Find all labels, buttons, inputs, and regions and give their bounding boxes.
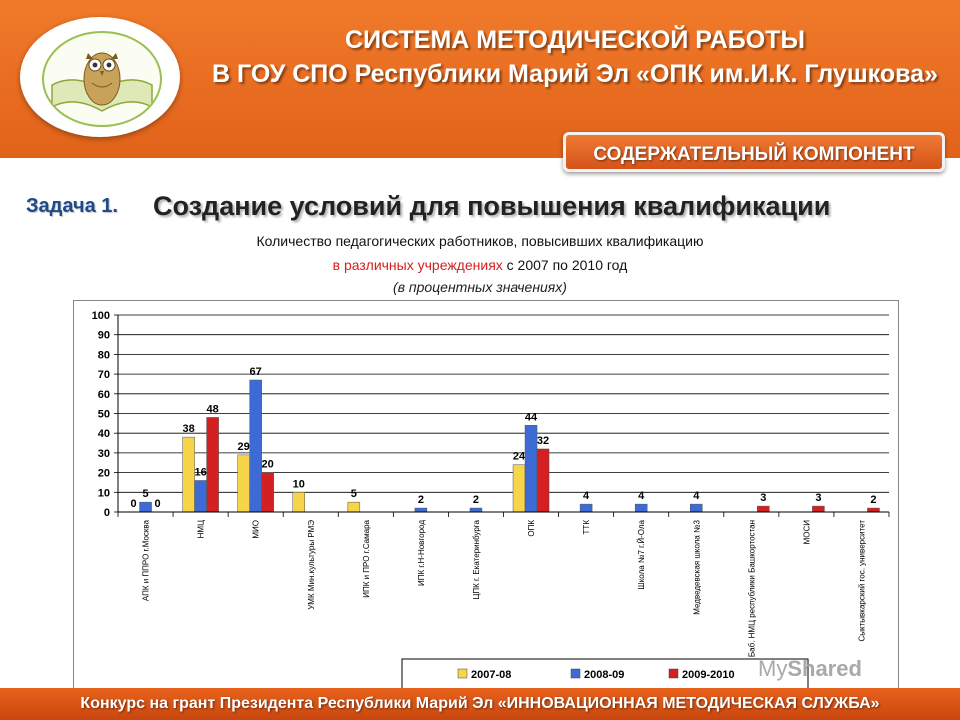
- data-label: 67: [250, 366, 262, 378]
- bar: [867, 507, 880, 513]
- data-label: 0: [154, 498, 160, 510]
- category-label: УМК Мин.культуры РМЭ: [307, 520, 316, 610]
- category-label: НМЦ: [197, 520, 206, 538]
- data-label: 5: [142, 488, 148, 500]
- data-label: 10: [293, 478, 305, 490]
- category-label: ОПК: [527, 520, 536, 537]
- bar: [512, 464, 526, 513]
- chart-subtitle-line2: в различных учреждениях с 2007 по 2010 г…: [0, 257, 960, 273]
- data-label: 44: [525, 411, 538, 423]
- bar: [194, 480, 207, 513]
- y-tick-label: 70: [98, 369, 110, 381]
- legend-label: 2007-08: [471, 669, 511, 681]
- header-banner: СИСТЕМА МЕТОДИЧЕСКОЙ РАБОТЫ В ГОУ СПО Ре…: [0, 0, 960, 158]
- category-label: ТТК: [582, 520, 591, 535]
- bar: [524, 425, 538, 513]
- data-label: 32: [537, 435, 549, 447]
- chart-area: 0 10 20 30 40 50 60 70 80 90 100 0 38 29 10 5 24 5 16 67 2 2 4…: [73, 300, 899, 690]
- chart-subtitle-line3: (в процентных значениях): [393, 279, 567, 295]
- data-label: 16: [194, 466, 206, 478]
- header-title-line2: В ГОУ СПО Республики Марий Эл «ОПК им.И.…: [212, 60, 938, 88]
- y-tick-label: 30: [98, 448, 110, 460]
- data-label: 3: [760, 492, 766, 504]
- y-tick-label: 10: [98, 487, 110, 499]
- legend-swatch: [457, 668, 468, 679]
- data-label: 48: [206, 403, 218, 415]
- bar: [139, 501, 152, 513]
- category-label: ЦПК г. Екатеринбурга: [472, 519, 481, 599]
- category-label: Школа №7 г.Й-Ола: [637, 519, 646, 589]
- bar: [237, 454, 250, 513]
- category-label: Баб. НМЦ республики Башкортостан: [747, 520, 756, 657]
- footer-banner: Конкурс на грант Президента Республики М…: [0, 688, 960, 720]
- y-tick-label: 40: [98, 428, 110, 440]
- owl-emblem: [42, 31, 162, 127]
- bar: [261, 472, 274, 513]
- category-label: Медведевская школа №3: [692, 519, 701, 614]
- watermark-prefix: My: [758, 656, 788, 681]
- data-label: 4: [583, 490, 590, 502]
- bar: [182, 436, 195, 513]
- y-tick-label: 50: [98, 409, 110, 421]
- bar: [634, 503, 648, 513]
- bar: [347, 501, 361, 513]
- data-label: 4: [693, 490, 700, 502]
- category-label: МИО: [252, 520, 261, 539]
- bar: [536, 448, 550, 513]
- bar: [414, 507, 428, 513]
- chart-subtitle-period: с 2007 по 2010 год: [502, 257, 628, 273]
- watermark-brand: Shared: [787, 656, 862, 681]
- y-tick-label: 100: [92, 310, 110, 322]
- data-label: 2: [418, 494, 424, 506]
- category-label: Сыктывкарский гос. университет: [857, 520, 866, 642]
- legend-label: 2009-2010: [682, 669, 735, 681]
- bar: [579, 503, 593, 513]
- data-label: 3: [815, 492, 821, 504]
- y-tick-label: 20: [98, 468, 110, 480]
- chart-subtitle-highlight: в различных учреждениях: [332, 257, 503, 273]
- data-label: 2: [473, 494, 479, 506]
- component-badge: СОДЕРЖАТЕЛЬНЫЙ КОМПОНЕНТ: [563, 132, 945, 172]
- legend-swatch: [668, 668, 679, 679]
- bar: [690, 503, 703, 513]
- data-label: 38: [182, 423, 194, 435]
- chart-subtitle-line1: Количество педагогических работников, по…: [256, 233, 704, 249]
- college-logo: [20, 17, 180, 137]
- header-title-line1: СИСТЕМА МЕТОДИЧЕСКОЙ РАБОТЫ: [345, 26, 805, 54]
- bar: [757, 505, 770, 513]
- task-label: Задача 1.: [26, 195, 118, 217]
- legend-box: [401, 658, 809, 689]
- data-label: 4: [638, 490, 645, 502]
- bar: [292, 492, 305, 513]
- y-tick-label: 0: [104, 507, 110, 519]
- y-tick-label: 60: [98, 389, 110, 401]
- legend-label: 2008-09: [584, 669, 624, 681]
- data-label: 5: [351, 488, 357, 500]
- bar: [206, 417, 219, 513]
- data-label: 20: [262, 459, 274, 471]
- myshared-watermark: MyShared: [758, 656, 862, 682]
- y-tick-label: 90: [98, 330, 110, 342]
- bar: [469, 507, 483, 513]
- data-label: 2: [870, 494, 876, 506]
- category-label: МОСИ: [802, 520, 811, 545]
- category-label: АПК и ППРО г.Москва: [142, 519, 151, 601]
- y-tick-label: 80: [98, 349, 110, 361]
- owl-icon: [51, 52, 153, 112]
- data-label: 29: [238, 441, 250, 453]
- data-label: 24: [513, 451, 526, 463]
- bar: [812, 505, 825, 513]
- task-title: Создание условий для повышения квалифика…: [153, 191, 831, 221]
- category-label: ИПК и ПРО г.Самара: [362, 519, 371, 597]
- category-label: ИПК г.Н-Новгород: [417, 520, 426, 586]
- data-label: 0: [130, 498, 136, 510]
- bar: [249, 379, 262, 513]
- legend-swatch: [570, 668, 581, 679]
